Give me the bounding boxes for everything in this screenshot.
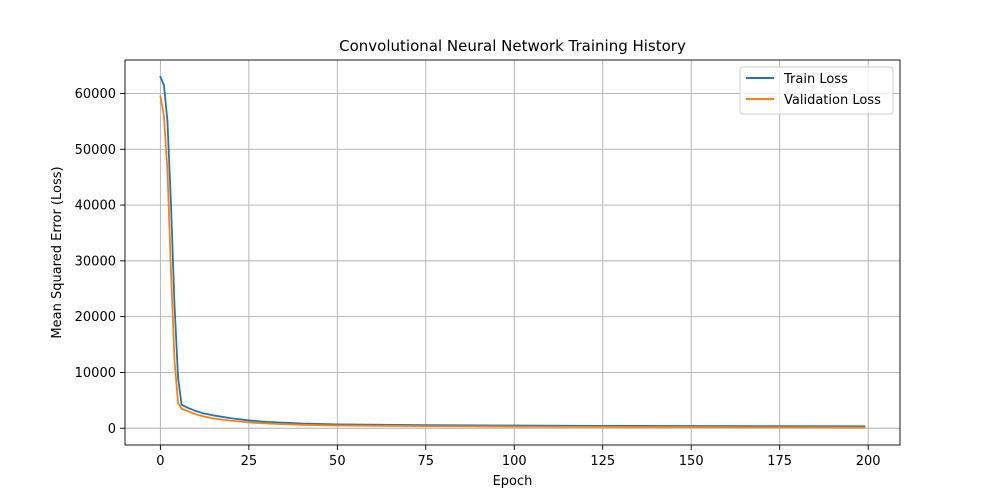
- x-axis-label: Epoch: [493, 474, 533, 489]
- y-tick-label: 40000: [75, 199, 116, 214]
- chart-title: Convolutional Neural Network Training Hi…: [339, 37, 686, 55]
- y-tick-label: 60000: [75, 87, 116, 102]
- x-tick-label: 0: [156, 454, 164, 469]
- y-tick-label: 30000: [75, 254, 116, 269]
- legend-label-validation-loss: Validation Loss: [784, 93, 881, 108]
- y-axis-label: Mean Squared Error (Loss): [50, 166, 65, 338]
- y-tick-label: 50000: [75, 143, 116, 158]
- y-tick-label: 10000: [75, 366, 116, 381]
- legend-label-train-loss: Train Loss: [783, 72, 848, 87]
- series-line-train-loss: [159, 75, 866, 428]
- x-tick-label: 50: [329, 454, 346, 469]
- y-tick-label: 0: [108, 422, 116, 437]
- legend-box: [739, 66, 894, 115]
- y-tick-label: 20000: [75, 310, 116, 325]
- plot-frame: [124, 59, 901, 446]
- legend: Train Loss Validation Loss: [739, 66, 894, 115]
- x-tick-label: 25: [241, 454, 258, 469]
- series-line-validation-loss: [159, 95, 866, 429]
- x-tick-label: 150: [679, 454, 704, 469]
- x-tick-label: 175: [767, 454, 792, 469]
- x-tick-label: 200: [856, 454, 881, 469]
- x-tick-label: 100: [502, 454, 527, 469]
- axes: 0 25 50 75 100 125 150 175 200 0 10000 20000 30000 40…: [75, 87, 881, 469]
- x-tick-label: 125: [590, 454, 615, 469]
- grid: [125, 60, 900, 445]
- x-tick-label: 75: [418, 454, 435, 469]
- series-layer: [159, 75, 866, 429]
